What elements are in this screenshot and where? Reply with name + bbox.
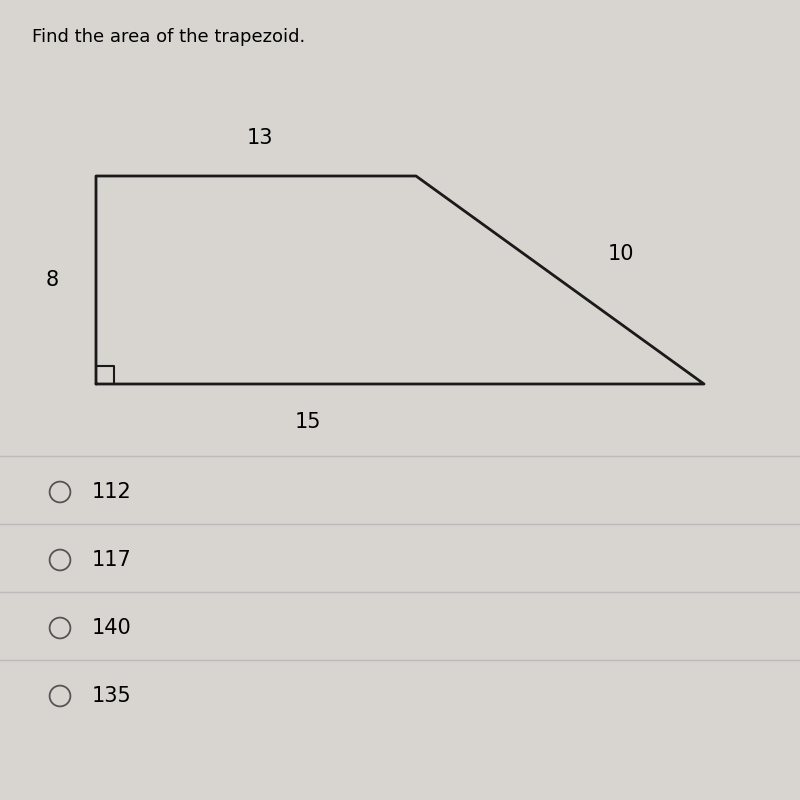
Text: 10: 10 bbox=[608, 245, 634, 264]
Text: 8: 8 bbox=[46, 270, 58, 290]
Text: 140: 140 bbox=[92, 618, 132, 638]
Text: Find the area of the trapezoid.: Find the area of the trapezoid. bbox=[32, 28, 306, 46]
Text: 135: 135 bbox=[92, 686, 132, 706]
Text: 117: 117 bbox=[92, 550, 132, 570]
Text: 15: 15 bbox=[294, 412, 322, 432]
Text: 13: 13 bbox=[246, 128, 274, 148]
Text: 112: 112 bbox=[92, 482, 132, 502]
